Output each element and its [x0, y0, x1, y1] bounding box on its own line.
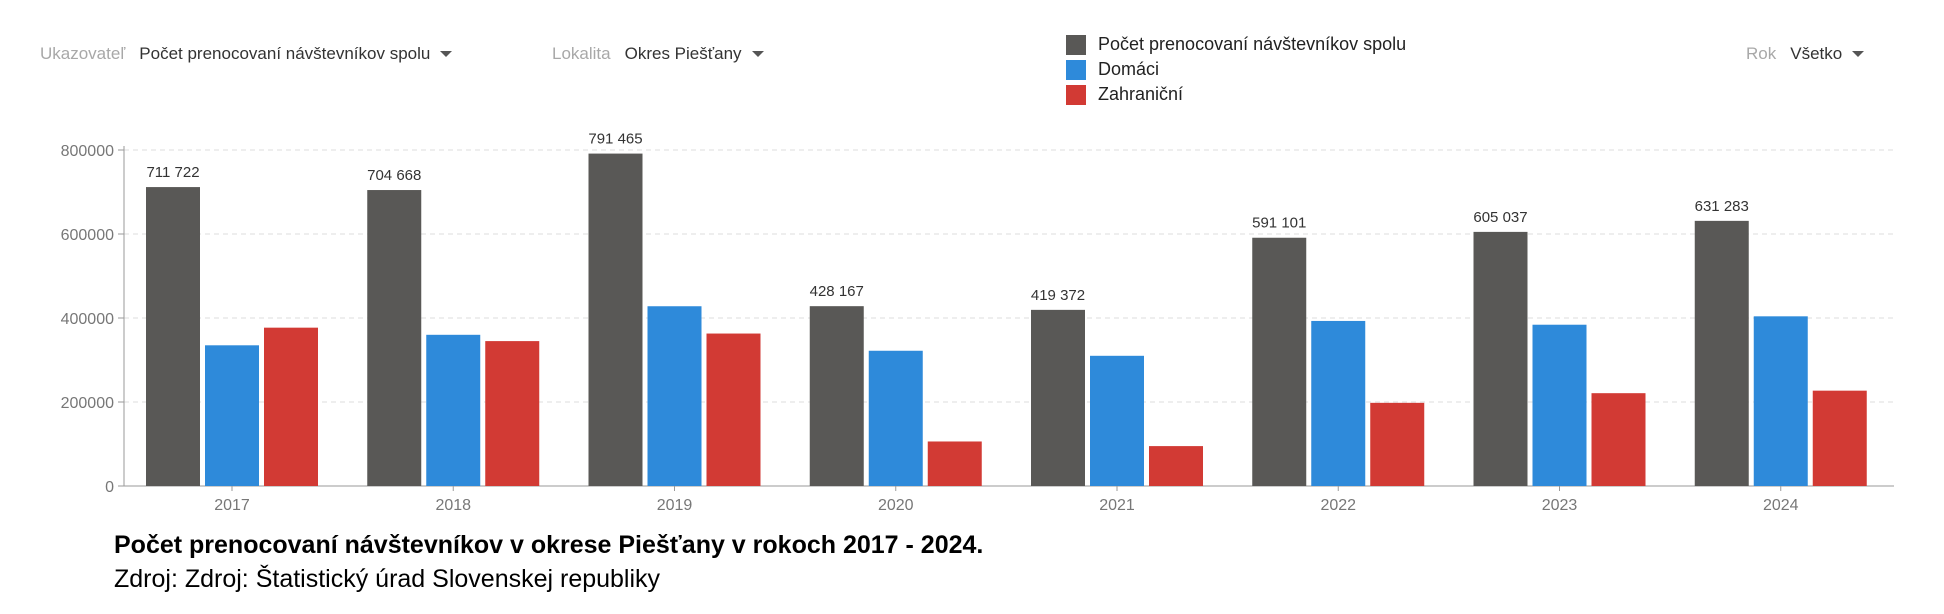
- bar: [1311, 320, 1366, 486]
- legend-label-total: Počet prenocovaní návštevníkov spolu: [1098, 34, 1407, 54]
- legend-item-foreign[interactable]: Zahraniční: [1066, 82, 1406, 107]
- legend-label-domestic: Domáci: [1098, 59, 1160, 79]
- y-tick-label: 400000: [61, 311, 114, 328]
- bar: [1694, 220, 1749, 486]
- y-tick-label: 800000: [61, 143, 114, 160]
- bar: [868, 350, 923, 486]
- chevron-down-icon[interactable]: [440, 51, 453, 57]
- x-tick-label: 2018: [435, 497, 471, 514]
- data-label: 428 167: [810, 283, 864, 300]
- bar: [426, 334, 481, 486]
- indicator-filter-label: Ukazovateľ: [40, 44, 126, 63]
- year-filter[interactable]: Rok Všetko: [1746, 44, 1865, 64]
- chart-legend: Počet prenocovaní návštevníkov spolu Dom…: [1066, 32, 1406, 107]
- bar: [367, 190, 422, 487]
- chevron-down-icon[interactable]: [1852, 51, 1865, 57]
- data-label: 711 722: [146, 164, 199, 181]
- data-label: 591 101: [1252, 215, 1306, 232]
- bar: [485, 341, 540, 486]
- chevron-down-icon[interactable]: [751, 51, 764, 57]
- legend-item-total[interactable]: Počet prenocovaní návštevníkov spolu: [1066, 32, 1406, 57]
- bar: [1473, 231, 1528, 486]
- location-filter-value[interactable]: Okres Piešťany: [624, 44, 742, 63]
- data-label: 605 037: [1473, 209, 1527, 226]
- x-tick-label: 2023: [1542, 497, 1578, 514]
- x-tick-label: 2017: [214, 497, 250, 514]
- caption-source: Zdroj: Zdroj: Štatistický úrad Slovenske…: [114, 565, 661, 593]
- x-tick-label: 2022: [1320, 497, 1356, 514]
- y-tick-label: 0: [105, 479, 114, 496]
- legend-item-domestic[interactable]: Domáci: [1066, 57, 1406, 82]
- bar: [1149, 446, 1203, 486]
- x-tick-label: 2021: [1099, 497, 1135, 514]
- bar: [588, 153, 643, 486]
- x-tick-label: 2020: [878, 497, 914, 514]
- bar: [146, 187, 200, 486]
- year-filter-label: Rok: [1746, 44, 1777, 63]
- location-filter[interactable]: Lokalita Okres Piešťany: [552, 44, 764, 64]
- legend-swatch-foreign: [1066, 84, 1086, 105]
- location-filter-label: Lokalita: [552, 44, 611, 63]
- bar: [647, 306, 702, 486]
- indicator-filter[interactable]: Ukazovateľ Počet prenocovaní návštevníko…: [40, 44, 453, 64]
- bar: [927, 441, 982, 486]
- data-label: 631 283: [1695, 198, 1749, 215]
- bar: [1370, 402, 1425, 486]
- bar: [809, 306, 864, 486]
- bar: [205, 345, 259, 486]
- chart-caption: Počet prenocovaní návštevníkov v okrese …: [114, 528, 983, 596]
- indicator-filter-value[interactable]: Počet prenocovaní návštevníkov spolu: [139, 44, 431, 63]
- x-tick-label: 2019: [657, 497, 693, 514]
- data-label: 704 668: [367, 167, 421, 184]
- bar: [1591, 393, 1646, 486]
- bar: [1031, 309, 1085, 486]
- bar: [1532, 324, 1587, 486]
- legend-swatch-domestic: [1066, 59, 1086, 80]
- bar: [1090, 355, 1144, 486]
- data-label: 791 465: [588, 131, 642, 148]
- bar: [1753, 316, 1808, 486]
- bar-chart: 0 200000 400000 600000 800000 711 722 2017 704 …: [61, 131, 1894, 514]
- bar: [1812, 390, 1867, 486]
- y-tick-label: 600000: [61, 227, 114, 244]
- bar: [1252, 237, 1307, 486]
- data-label: 419 372: [1031, 287, 1085, 304]
- y-tick-label: 200000: [61, 395, 114, 412]
- bar: [706, 333, 761, 486]
- caption-title: Počet prenocovaní návštevníkov v okrese …: [114, 531, 984, 559]
- legend-label-foreign: Zahraniční: [1098, 84, 1184, 104]
- x-tick-label: 2024: [1763, 497, 1799, 514]
- year-filter-value[interactable]: Všetko: [1790, 44, 1843, 63]
- bar: [264, 327, 318, 486]
- legend-swatch-total: [1066, 34, 1086, 55]
